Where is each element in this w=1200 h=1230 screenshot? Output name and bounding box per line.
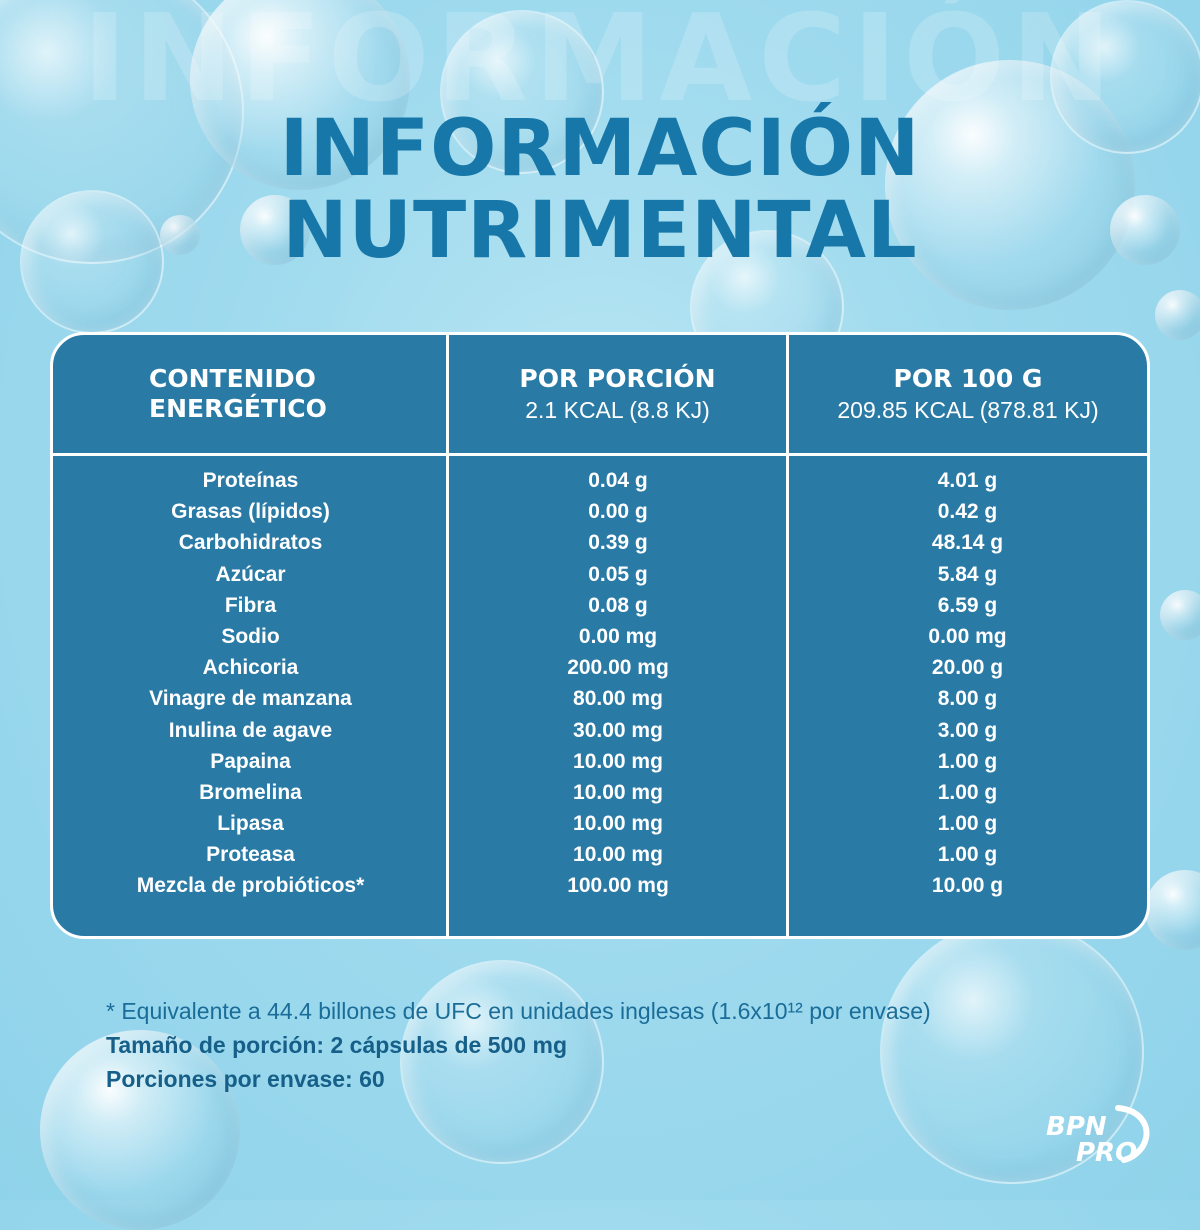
table-row: Mezcla de probióticos* 100.00 mg 10.00 g [53,870,1147,901]
nutrient-name: Papaina [210,749,291,773]
per-serving-value: 0.39 g [588,531,648,555]
nutrient-name: Sodio [221,624,280,648]
per-100g-value: 1.00 g [937,812,998,836]
header-title: POR 100 G [893,364,1043,393]
bubble-decoration [440,10,604,174]
per-100g-value: 8.00 g [937,687,998,711]
per-serving-value: 30.00 mg [573,718,663,742]
table-row: Inulina de agave 30.00 mg 3.00 g [53,715,1147,746]
title-line-1: INFORMACIÓN [279,104,921,194]
header-title: CONTENIDO ENERGÉTICO [149,364,327,423]
nutrient-name: Achicoria [202,656,299,680]
nutrition-table: CONTENIDO ENERGÉTICO POR PORCIÓN 2.1 KCA… [50,332,1150,939]
per-serving-value: 0.05 g [588,562,648,586]
nutrient-name: Mezcla de probióticos* [136,874,365,898]
per-serving-value: 100.00 mg [567,874,669,898]
per-serving-value: 0.08 g [588,593,648,617]
per-100g-value: 48.14 g [931,531,1004,555]
bubble-decoration [190,0,410,190]
per-serving-value: 0.00 g [588,500,648,524]
table-row: Lipasa 10.00 mg 1.00 g [53,808,1147,839]
bubble-decoration [400,960,604,1164]
per-serving-value: 10.00 mg [573,843,663,867]
servings-per-container: Porciones por envase: 60 [106,1066,385,1092]
table-row: Grasas (lípidos) 0.00 g 0.42 g [53,496,1147,527]
table-body: Proteínas 0.04 g 4.01 g Grasas (lípidos) 0.… [53,465,1147,902]
per-serving-value: 10.00 mg [573,749,663,773]
bubble-decoration [40,1030,240,1230]
background-watermark-word: INFORMACIÓN [82,0,1118,129]
brand-logo: BPN PRO [1040,1100,1155,1170]
bubble-decoration [1160,590,1200,640]
probiotic-footnote: * Equivalente a 44.4 billones de UFC en … [106,998,931,1024]
column-divider [446,335,449,936]
per-100g-value: 6.59 g [937,593,998,617]
header-divider [53,453,1147,456]
per-100g-value: 4.01 g [937,469,998,492]
nutrient-name: Proteasa [206,843,295,867]
header-per-serving: POR PORCIÓN 2.1 KCAL (8.8 KJ) [449,335,786,453]
per-serving-value: 0.00 mg [578,624,658,648]
logo-line-1: BPN [1046,1112,1107,1142]
per-100g-value: 5.84 g [937,562,998,586]
logo-line-2: PRO [1076,1138,1138,1168]
header-subtitle: 209.85 KCAL (878.81 KJ) [837,397,1099,423]
bubble-decoration [1050,0,1200,154]
page-title: INFORMACIÓN NUTRIMENTAL [0,108,1200,272]
table-row: Vinagre de manzana 80.00 mg 8.00 g [53,683,1147,714]
table-row: Sodio 0.00 mg 0.00 mg [53,621,1147,652]
per-serving-value: 0.04 g [588,469,648,492]
table-row: Azúcar 0.05 g 5.84 g [53,559,1147,590]
nutrient-name: Bromelina [199,780,302,804]
header-energy-content: CONTENIDO ENERGÉTICO [53,335,446,453]
per-100g-value: 10.00 g [931,874,1004,898]
per-100g-value: 0.00 mg [928,624,1007,648]
table-row: Carbohidratos 0.39 g 48.14 g [53,527,1147,558]
bubble-decoration [1110,195,1180,265]
per-100g-value: 1.00 g [937,780,998,804]
nutrient-name: Proteínas [202,469,299,492]
table-row: Proteínas 0.04 g 4.01 g [53,465,1147,496]
bubble-decoration [880,920,1144,1184]
bubble-decoration [1155,290,1200,340]
per-serving-value: 10.00 mg [573,812,663,836]
per-100g-value: 3.00 g [937,718,998,742]
title-line-2: NUTRIMENTAL [282,186,918,276]
header-subtitle: 2.1 KCAL (8.8 KJ) [525,397,710,423]
table-row: Proteasa 10.00 mg 1.00 g [53,839,1147,870]
nutrient-name: Azúcar [215,562,286,586]
serving-size: Tamaño de porción: 2 cápsulas de 500 mg [106,1032,567,1058]
nutrient-name: Fibra [224,593,277,617]
bubble-decoration [160,215,200,255]
nutrient-name: Vinagre de manzana [149,687,352,711]
bubble-decoration [240,195,310,265]
nutrient-name: Lipasa [217,812,284,836]
table-row: Papaina 10.00 mg 1.00 g [53,746,1147,777]
per-100g-value: 20.00 g [931,656,1004,680]
nutrient-name: Inulina de agave [168,718,333,742]
header-per-100g: POR 100 G 209.85 KCAL (878.81 KJ) [789,335,1147,453]
table-row: Achicoria 200.00 mg 20.00 g [53,652,1147,683]
bubble-decoration [20,190,164,334]
bubble-decoration [1145,870,1200,950]
logo-swoosh-icon [1115,1105,1150,1163]
per-serving-value: 80.00 mg [573,687,663,711]
nutrient-name: Grasas (lípidos) [171,500,330,524]
footnotes: * Equivalente a 44.4 billones de UFC en … [106,994,931,1096]
per-100g-value: 1.00 g [937,843,998,867]
per-serving-value: 200.00 mg [567,656,669,680]
per-100g-value: 1.00 g [937,749,998,773]
table-row: Bromelina 10.00 mg 1.00 g [53,777,1147,808]
per-100g-value: 0.42 g [937,500,998,524]
table-row: Fibra 0.08 g 6.59 g [53,590,1147,621]
nutrient-name: Carbohidratos [178,531,323,555]
header-title: POR PORCIÓN [519,364,716,393]
column-divider [786,335,789,936]
per-serving-value: 10.00 mg [573,780,663,804]
